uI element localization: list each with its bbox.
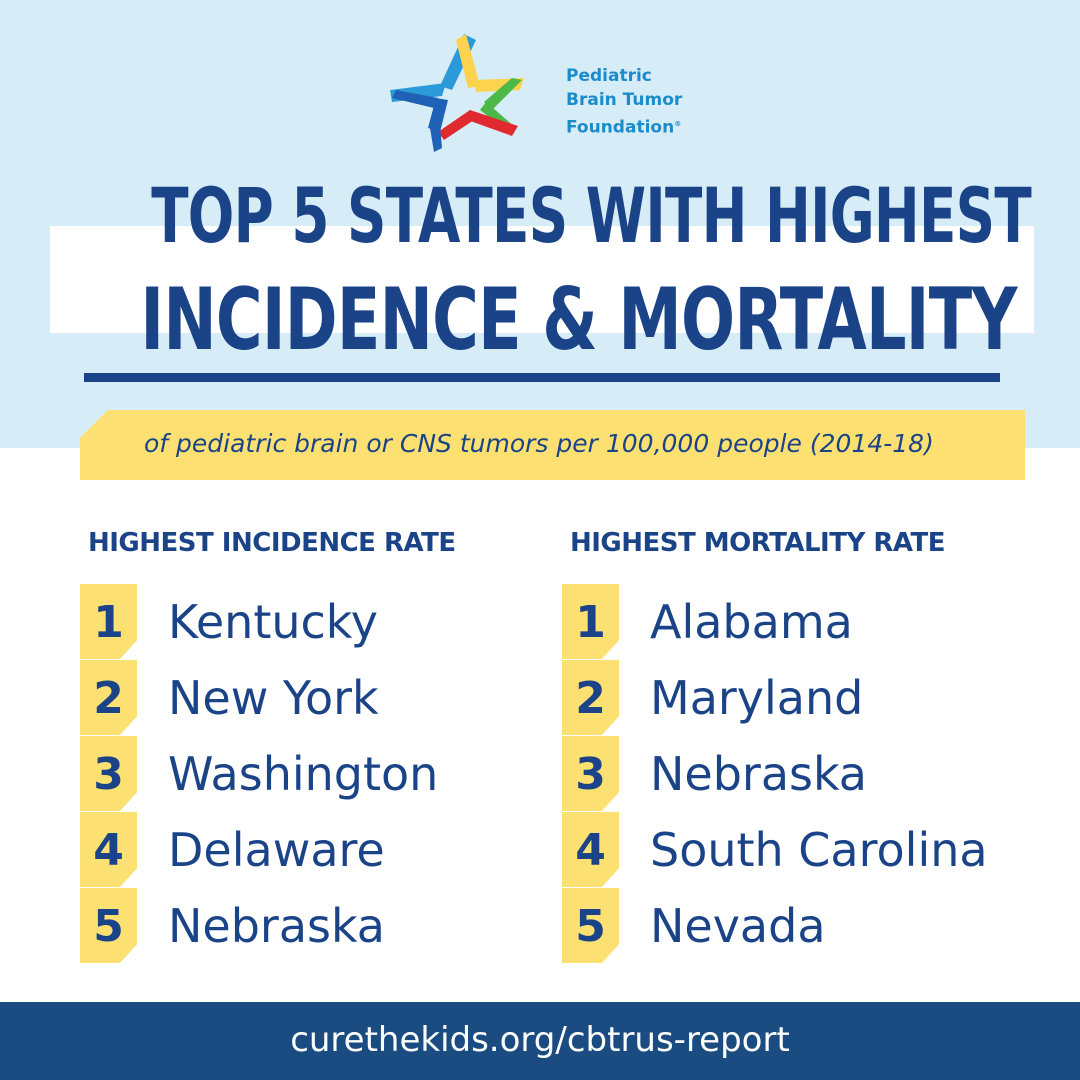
rank-number: 5 bbox=[93, 901, 124, 952]
rank-badge: 4 bbox=[562, 812, 619, 887]
footer-url-link[interactable]: curethekids.org/cbtrus-report bbox=[290, 1020, 790, 1060]
list-item: 2 Maryland bbox=[562, 660, 1032, 735]
footer-bar: curethekids.org/cbtrus-report bbox=[0, 1002, 1080, 1080]
incidence-list: 1 Kentucky 2 New York 3 Washington 4 Del… bbox=[80, 584, 550, 964]
title-band bbox=[50, 226, 1034, 333]
rank-number: 4 bbox=[575, 825, 606, 876]
rank-badge: 1 bbox=[562, 584, 619, 659]
rank-badge: 2 bbox=[80, 660, 137, 735]
registered-mark: ® bbox=[674, 120, 682, 128]
state-name: Delaware bbox=[168, 823, 385, 877]
rank-number: 2 bbox=[575, 673, 606, 724]
state-name: Washington bbox=[168, 747, 439, 801]
list-item: 4 South Carolina bbox=[562, 812, 1032, 887]
rank-badge: 3 bbox=[80, 736, 137, 811]
state-name: Alabama bbox=[650, 595, 853, 649]
list-item: 4 Delaware bbox=[80, 812, 550, 887]
rank-badge: 1 bbox=[80, 584, 137, 659]
rank-badge: 4 bbox=[80, 812, 137, 887]
star-logo-icon bbox=[390, 34, 524, 152]
subtitle-banner: of pediatric brain or CNS tumors per 100… bbox=[80, 410, 1025, 480]
page-title-line-2: INCIDENCE & MORTALITY bbox=[140, 270, 1017, 370]
logo-line-3: Foundation bbox=[566, 117, 675, 138]
rank-badge: 3 bbox=[562, 736, 619, 811]
list-item: 5 Nevada bbox=[562, 888, 1032, 963]
rank-number: 4 bbox=[93, 825, 124, 876]
title-underline bbox=[84, 373, 1000, 382]
rank-badge: 2 bbox=[562, 660, 619, 735]
list-item: 1 Alabama bbox=[562, 584, 1032, 659]
state-name: South Carolina bbox=[650, 823, 988, 877]
mortality-heading: HIGHEST MORTALITY RATE bbox=[570, 528, 945, 558]
rank-number: 3 bbox=[93, 749, 124, 800]
rank-number: 1 bbox=[93, 597, 124, 648]
foundation-logo: Pediatric Brain Tumor Foundation® bbox=[384, 28, 704, 158]
logo-line-1: Pediatric bbox=[566, 66, 652, 86]
list-item: 3 Washington bbox=[80, 736, 550, 811]
list-item: 1 Kentucky bbox=[80, 584, 550, 659]
logo-line-2: Brain Tumor bbox=[566, 90, 683, 110]
logo-wordmark: Pediatric Brain Tumor Foundation® bbox=[566, 64, 682, 140]
rank-number: 2 bbox=[93, 673, 124, 724]
mortality-list: 1 Alabama 2 Maryland 3 Nebraska 4 South … bbox=[562, 584, 1032, 964]
state-name: Maryland bbox=[650, 671, 864, 725]
state-name: Nebraska bbox=[168, 899, 385, 953]
state-name: Kentucky bbox=[168, 595, 379, 649]
list-item: 2 New York bbox=[80, 660, 550, 735]
rank-number: 5 bbox=[575, 901, 606, 952]
rank-number: 1 bbox=[575, 597, 606, 648]
list-item: 3 Nebraska bbox=[562, 736, 1032, 811]
incidence-heading: HIGHEST INCIDENCE RATE bbox=[88, 528, 456, 558]
rank-badge: 5 bbox=[562, 888, 619, 963]
state-name: Nevada bbox=[650, 899, 826, 953]
subtitle-text: of pediatric brain or CNS tumors per 100… bbox=[144, 429, 934, 458]
page-title-line-1: TOP 5 STATES WITH HIGHEST bbox=[151, 171, 1031, 260]
state-name: New York bbox=[168, 671, 379, 725]
rank-badge: 5 bbox=[80, 888, 137, 963]
state-name: Nebraska bbox=[650, 747, 867, 801]
list-item: 5 Nebraska bbox=[80, 888, 550, 963]
rank-number: 3 bbox=[575, 749, 606, 800]
